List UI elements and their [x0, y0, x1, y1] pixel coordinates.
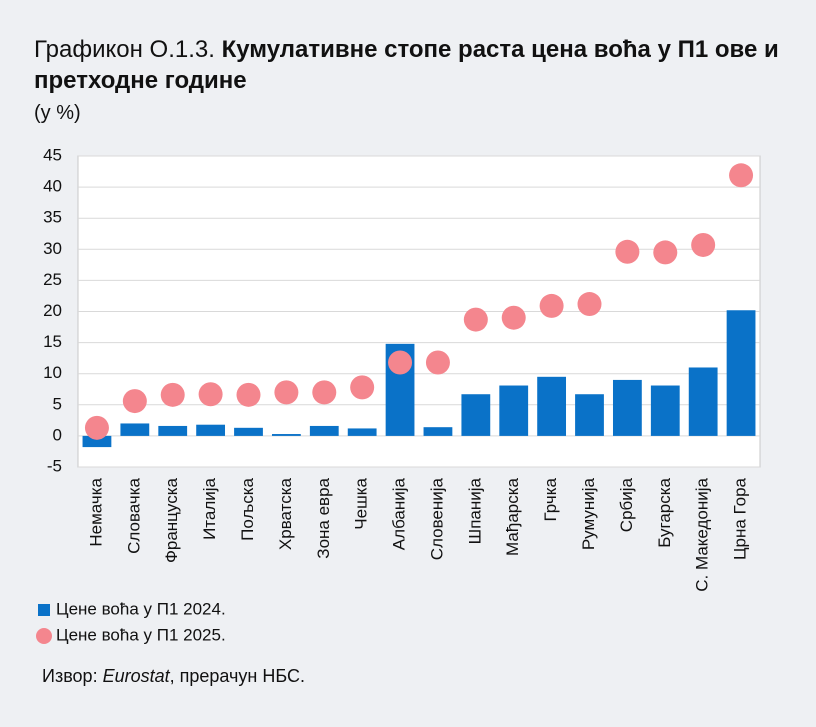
x-tick-label: Црна Гора — [731, 477, 750, 560]
y-tick-label: 30 — [43, 239, 62, 258]
y-tick-label: 35 — [43, 208, 62, 227]
legend-label: Цене воћа у П1 2024. — [56, 599, 226, 618]
bar — [650, 385, 680, 436]
bar — [158, 425, 188, 436]
bar — [347, 428, 377, 436]
bar — [688, 367, 718, 436]
x-tick-label: Немачка — [86, 477, 105, 546]
x-tick-label: Шпанија — [465, 477, 484, 544]
title-main: Кумулативне стопе раста цена воћа у П1 о… — [34, 36, 779, 94]
x-tick-label: Бугарска — [655, 477, 674, 547]
bar — [461, 394, 491, 436]
x-tick-label: Чешка — [352, 477, 371, 529]
bar — [234, 427, 263, 436]
x-tick-label: Француска — [162, 477, 181, 563]
dot — [463, 307, 488, 332]
y-tick-label: -5 — [47, 456, 62, 475]
chart-title: Графикон О.1.3. Кумулативне стопе раста … — [34, 34, 794, 96]
y-tick-label: 10 — [43, 363, 62, 382]
x-tick-label: Србија — [617, 477, 636, 532]
dot — [236, 382, 261, 407]
x-tick-label: Пољска — [238, 477, 257, 540]
y-tick-label: 0 — [53, 425, 62, 444]
y-tick-label: 15 — [43, 332, 62, 351]
bar — [196, 424, 226, 436]
dot — [160, 382, 185, 407]
source-prefix: Извор: — [42, 666, 98, 686]
x-tick-label: Румунија — [579, 477, 598, 550]
title-prefix: Графикон О.1.3. — [34, 36, 215, 63]
dot — [350, 375, 375, 400]
dot — [577, 292, 602, 317]
source: Извор: Eurostat, прерачун НБС. — [42, 666, 305, 687]
bar — [499, 385, 529, 436]
x-tick-label: Хрватска — [276, 477, 295, 550]
x-tick-label: Италија — [200, 477, 219, 539]
bar — [309, 425, 339, 436]
dot — [122, 389, 147, 414]
y-axis-label: (у %) — [34, 102, 81, 124]
x-tick-label: Словачка — [124, 477, 143, 553]
dot — [388, 350, 413, 375]
bar — [271, 434, 301, 436]
bar — [537, 376, 567, 436]
dot — [501, 305, 526, 330]
dot — [615, 239, 640, 264]
source-suffix: , прерачун НБС. — [169, 666, 305, 686]
y-tick-label: 25 — [43, 270, 62, 289]
bar — [423, 427, 453, 436]
dot — [653, 240, 678, 265]
dot — [425, 350, 450, 375]
dot — [539, 293, 564, 318]
dot — [312, 380, 337, 405]
bar — [726, 310, 756, 436]
x-tick-label: Зона евра — [314, 477, 333, 558]
dot — [691, 232, 716, 257]
x-tick-label: Словенија — [427, 477, 446, 560]
bar — [82, 435, 112, 448]
dot — [84, 415, 109, 440]
dot — [274, 380, 299, 405]
bar — [575, 394, 604, 436]
legend-label: Цене воћа у П1 2025. — [56, 625, 226, 644]
source-italic: Eurostat — [102, 666, 170, 686]
bar — [612, 379, 642, 436]
dot — [729, 163, 754, 188]
y-tick-label: 45 — [43, 145, 62, 164]
dot — [198, 382, 223, 407]
legend-marker — [36, 628, 52, 644]
y-tick-label: 20 — [43, 301, 62, 320]
x-tick-label: Мађарска — [503, 477, 522, 555]
legend-marker — [38, 604, 50, 616]
x-tick-label: Грчка — [541, 477, 560, 521]
y-tick-label: 40 — [43, 177, 62, 196]
x-tick-label: Албанија — [390, 477, 409, 550]
x-tick-label: С. Македонија — [693, 477, 712, 591]
bar — [120, 423, 150, 436]
y-tick-label: 5 — [53, 394, 62, 413]
